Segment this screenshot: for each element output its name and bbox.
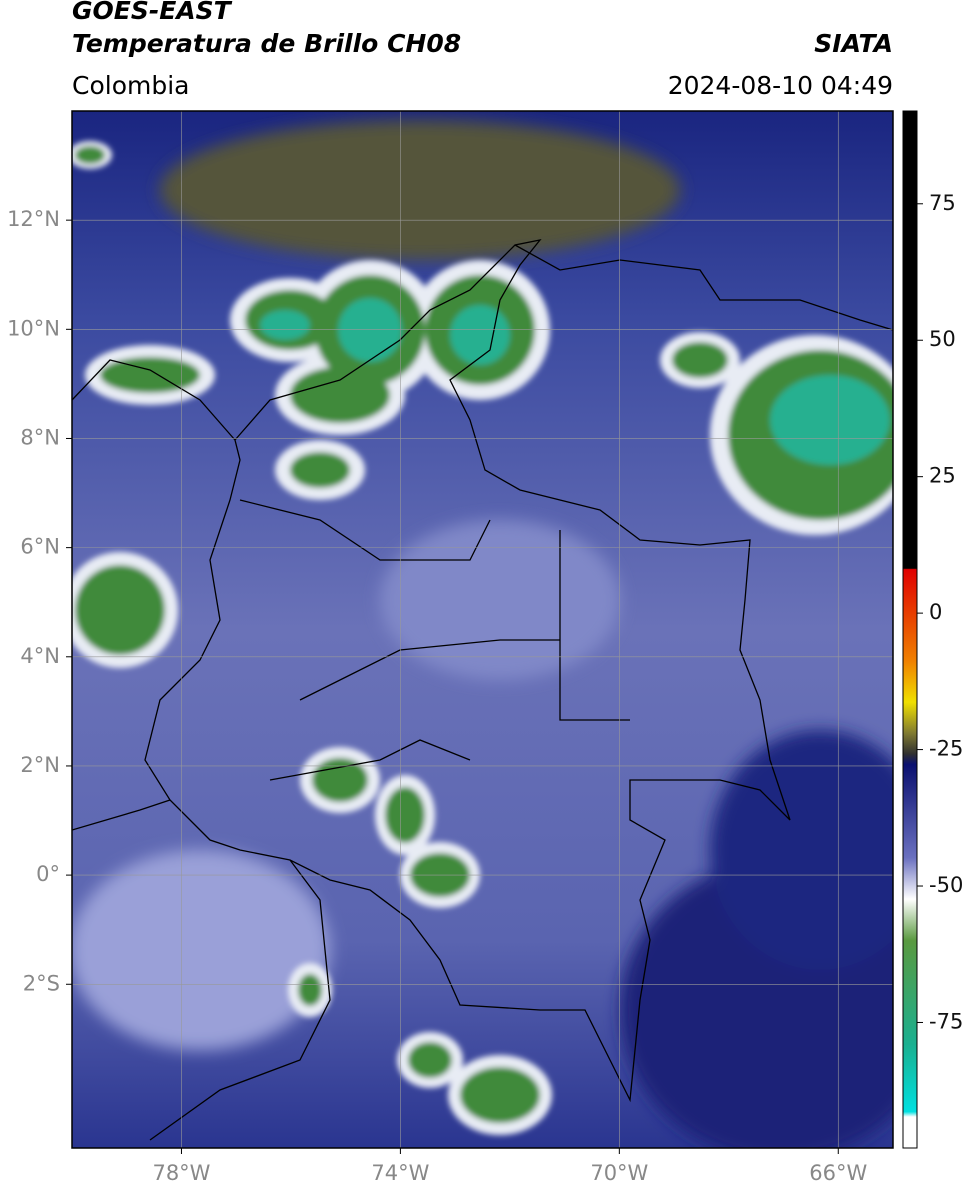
y-tick-label: 4°N <box>20 644 60 668</box>
y-tick-label: 10°N <box>7 316 60 340</box>
y-tick-label: 2°S <box>23 971 60 995</box>
region: Colombia <box>72 71 189 100</box>
borders <box>72 239 893 1141</box>
colorbar-label: 0 <box>929 600 942 624</box>
grid <box>72 111 893 1148</box>
colorbar-label: -50 <box>929 873 963 897</box>
colorbar-label: 75 <box>929 191 956 215</box>
colorbar-label: 50 <box>929 327 956 351</box>
colorbar <box>902 110 918 1149</box>
x-tick-label: 78°W <box>152 1161 210 1185</box>
ticks: 78°W 74°W 70°W 66°W 12°N 10°N 8°N 6°N 4°N 2°N 0° 2°… <box>7 191 963 1185</box>
y-tick-label: 12°N <box>7 207 60 231</box>
datetime: 2024-08-10 04:49 <box>668 71 893 100</box>
subtitle: Temperatura de Brillo CH08 <box>72 29 461 58</box>
satellite-image <box>72 111 893 1148</box>
y-tick-label: 2°N <box>20 753 60 777</box>
colorbar-label: -25 <box>929 737 963 761</box>
colorbar-label: -75 <box>929 1009 963 1033</box>
y-tick-label: 8°N <box>20 425 60 449</box>
x-tick-label: 70°W <box>590 1161 648 1185</box>
x-tick-label: 74°W <box>371 1161 429 1185</box>
title: GOES-EAST <box>72 0 233 25</box>
map-frame <box>71 110 894 1149</box>
colorbar-label: 25 <box>929 464 956 488</box>
source: SIATA <box>814 29 893 58</box>
y-tick-label: 0° <box>36 862 60 886</box>
x-tick-label: 66°W <box>809 1161 867 1185</box>
y-tick-label: 6°N <box>20 535 60 559</box>
